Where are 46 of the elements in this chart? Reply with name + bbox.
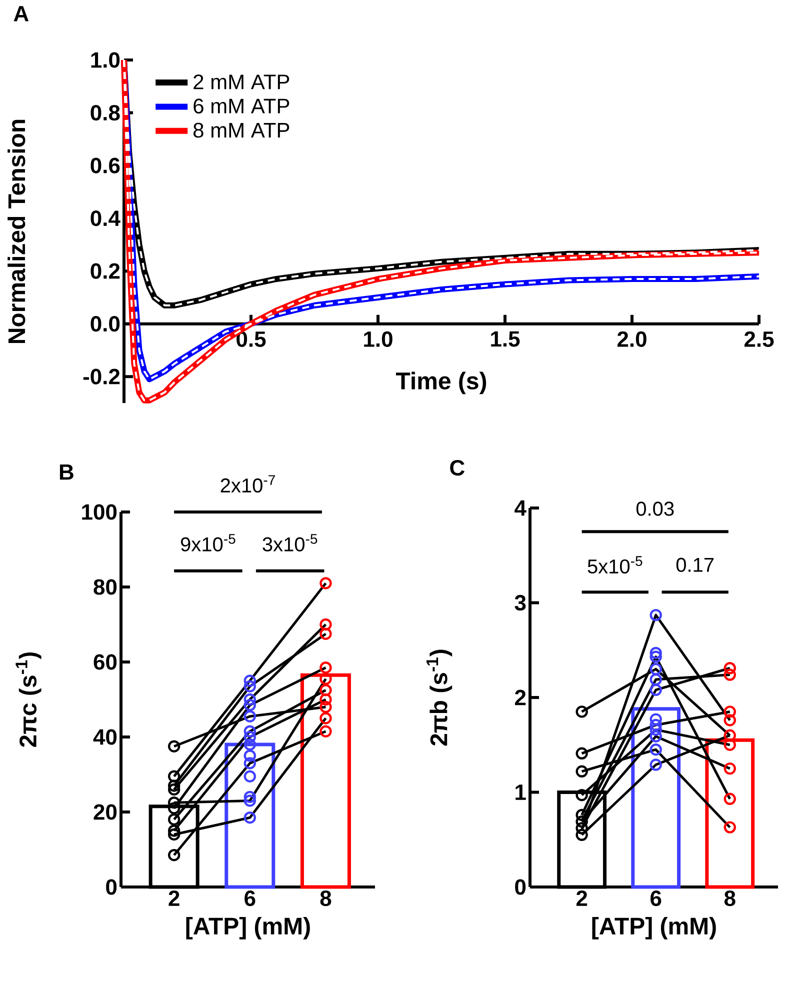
annotation: 5x10$^{-5}$ [588, 556, 642, 574]
text: 2x10$^{-7}$ [220, 475, 275, 493]
y-tick-label: 0.6 [90, 158, 120, 174]
x-axis-title: [ATP] (mM) [186, 916, 310, 940]
annotation: 0.03 [636, 502, 674, 516]
y-tick-label: 1 [516, 784, 526, 800]
annotation: 3x10$^{-5}$ [262, 534, 318, 552]
y-tick-label: 0.4 [90, 210, 120, 226]
annotation: 9x10$^{-5}$ [180, 534, 236, 552]
x-tick-label: 2.0 [617, 331, 646, 347]
chart-title: C [450, 460, 465, 476]
y-tick-label: 1.0 [91, 52, 120, 68]
y-tick-label: -0.2 [83, 368, 120, 384]
y-tick-label: 0 [515, 879, 526, 895]
y-tick-label: 20 [94, 804, 117, 820]
x-tick-label: 2.5 [744, 331, 774, 347]
x-tick-label: 2 [168, 890, 180, 906]
y-tick-label: 4 [514, 500, 526, 516]
x-tick-label: 6 [650, 890, 662, 906]
legend-label: 8 mM ATP [194, 122, 290, 138]
y-tick-label: 3 [514, 594, 526, 611]
y-tick-label: 0.0 [90, 316, 120, 332]
x-tick-label: 8 [724, 890, 736, 906]
annotation: 0.17 [676, 558, 714, 572]
x-axis-title: [ATP] (mM) [592, 916, 716, 940]
y-tick-label: 60 [94, 654, 117, 670]
y-axis-title: Normalized Tension [8, 120, 26, 344]
y-tick-label: 0.2 [90, 263, 120, 279]
y-tick-label: 80 [94, 579, 117, 595]
x-tick-label: 1.5 [491, 331, 520, 347]
legend-label: 6 mM ATP [194, 98, 290, 114]
y-axis-title: 2πc (s$^{-1}$) [16, 652, 42, 747]
x-tick-label: 6 [244, 890, 256, 906]
x-tick-label: 1.0 [364, 331, 392, 347]
y-tick-label: 40 [93, 729, 117, 745]
x-axis-title: Time (s) [396, 372, 486, 394]
y-tick-label: 0 [106, 879, 117, 895]
y-tick-label: 100 [82, 504, 117, 520]
y-axis-title: 2πb (s$^{-1}$) [426, 650, 452, 746]
chart-title: A [14, 6, 29, 22]
x-tick-label: 2 [576, 890, 588, 906]
y-tick-label: 0.8 [90, 104, 120, 121]
x-tick-label: 8 [320, 890, 332, 906]
chart-title: B [60, 464, 74, 480]
y-tick-label: 2 [515, 690, 526, 706]
legend-label: 2 mM ATP [194, 74, 290, 90]
